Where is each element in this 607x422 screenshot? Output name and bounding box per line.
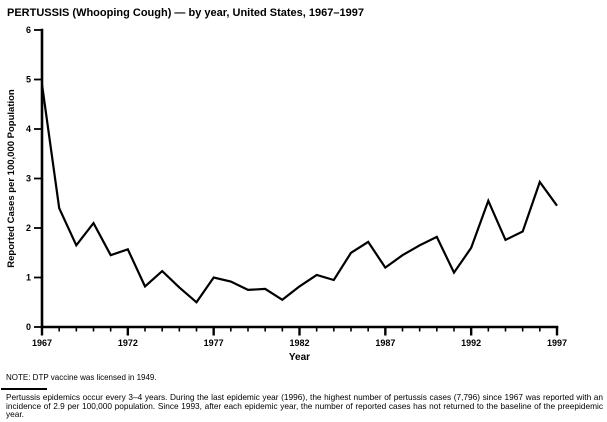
footnote-divider — [1, 388, 47, 390]
pertussis-chart: 0 1 2 3 4 5 6 1967 1972 1977 1982 1987 1992 1997 Repor… — [6, 25, 567, 363]
x-tick-label: 1977 — [204, 338, 224, 348]
y-tick-label: 5 — [26, 75, 31, 85]
data-line — [40, 84, 558, 304]
y-tick-label: 6 — [26, 25, 31, 35]
x-tick-label: 1992 — [461, 338, 481, 348]
vaccine-note: NOTE: DTP vaccine was licensed in 1949. — [6, 373, 157, 382]
y-tick-label: 4 — [26, 124, 31, 134]
x-tick-label: 1997 — [547, 338, 567, 348]
epidemic-footnote: Pertussis epidemics occur every 3–4 year… — [6, 392, 603, 420]
y-axis-label: Reported Cases per 100,000 Population — [6, 89, 17, 268]
x-axis-label: Year — [289, 352, 310, 363]
x-tick-label: 1982 — [289, 338, 309, 348]
x-tick-label: 1972 — [118, 338, 138, 348]
y-tick-label: 1 — [26, 273, 31, 283]
y-tick-label: 2 — [26, 223, 31, 233]
chart-svg: 0 1 2 3 4 5 6 1967 1972 1977 1982 1987 1992 1997 Repor… — [6, 25, 567, 363]
x-tick-label: 1987 — [375, 338, 395, 348]
y-tick-label: 0 — [26, 322, 31, 332]
chart-title: PERTUSSIS (Whooping Cough) — by year, Un… — [7, 7, 364, 19]
y-tick-label: 3 — [26, 174, 31, 184]
x-tick-label: 1967 — [32, 338, 52, 348]
